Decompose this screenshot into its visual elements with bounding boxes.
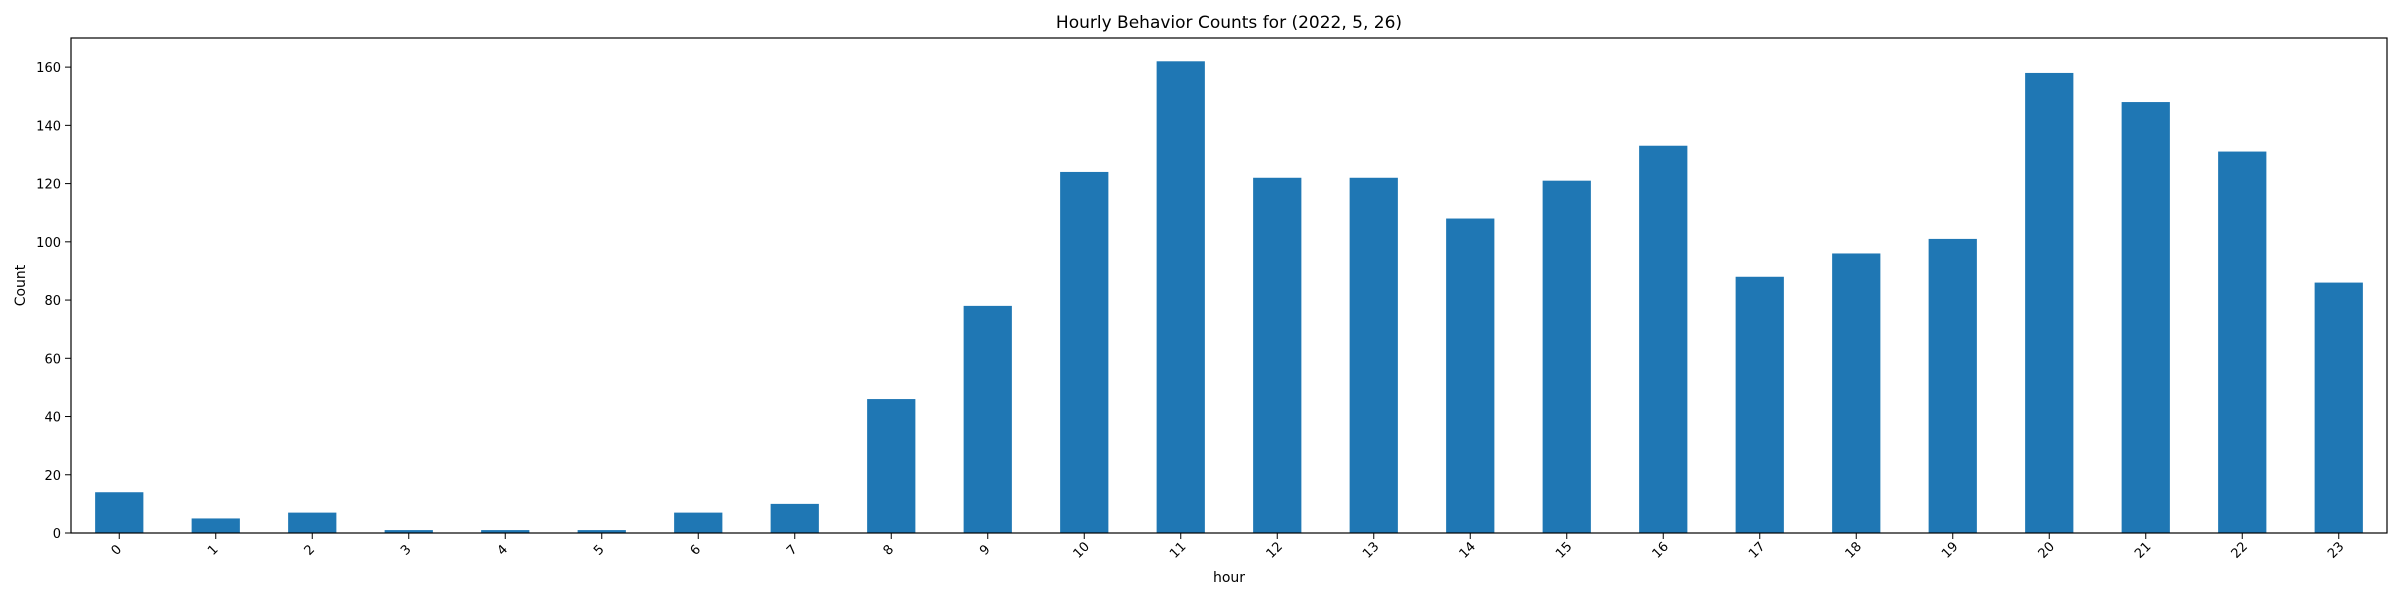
y-tick-label: 100: [36, 236, 61, 251]
x-tick-label: 6: [688, 542, 704, 558]
x-axis-label: hour: [1213, 570, 1245, 586]
bar-hour-11: [1156, 61, 1205, 533]
plot-frame: [70, 37, 2388, 534]
y-tick-label: 0: [53, 527, 61, 542]
bar-hour-20: [2025, 72, 2074, 534]
bar-hour-9: [963, 305, 1012, 533]
bar-hour-10: [1060, 171, 1109, 534]
x-tick-label: 13: [1360, 539, 1382, 561]
bar-hour-14: [1446, 218, 1495, 533]
x-tick-label: 17: [1746, 539, 1768, 561]
bar-hour-16: [1639, 145, 1688, 533]
x-tick-label: 22: [2229, 539, 2251, 561]
x-tick-label: 18: [1843, 539, 1865, 561]
bar-hour-22: [2218, 151, 2267, 533]
bar-hour-17: [1735, 276, 1784, 533]
bar-hour-0: [95, 492, 144, 533]
bar-hour-8: [867, 399, 916, 533]
bar-hour-12: [1253, 177, 1302, 533]
x-tick-label: 21: [2132, 539, 2154, 561]
x-tick-label: 2: [302, 542, 318, 558]
bar-hour-19: [1928, 238, 1977, 534]
bar-hour-6: [674, 512, 723, 533]
bar-hour-18: [1832, 253, 1881, 533]
y-axis: 0 20 40 60 80 100 120 140 160: [36, 61, 71, 542]
x-tick-label: 11: [1167, 539, 1189, 561]
y-tick-label: 140: [36, 119, 61, 134]
x-tick-label: 8: [881, 542, 897, 558]
x-tick-label: 20: [2036, 539, 2058, 561]
bars-group: [95, 61, 2363, 534]
bar-hour-1: [191, 518, 240, 533]
x-tick-label: 14: [1457, 539, 1479, 561]
bar-hour-13: [1349, 177, 1398, 533]
x-tick-label: 19: [1939, 539, 1961, 561]
y-tick-label: 120: [36, 178, 61, 193]
x-tick-label: 9: [977, 542, 993, 558]
y-axis-label: Count: [13, 264, 29, 306]
y-tick-label: 60: [44, 352, 61, 367]
bar-hour-4: [481, 530, 530, 533]
x-tick-label: 15: [1553, 539, 1575, 561]
bar-hour-7: [770, 503, 819, 533]
y-tick-label: 160: [36, 61, 61, 76]
bar-hour-2: [288, 512, 337, 533]
x-tick-label: 1: [205, 542, 221, 558]
x-tick-label: 23: [2325, 539, 2347, 561]
x-tick-label: 5: [591, 542, 607, 558]
x-tick-label: 4: [495, 542, 511, 558]
bar-hour-3: [384, 530, 433, 533]
x-tick-label: 16: [1650, 539, 1672, 561]
chart-title: Hourly Behavior Counts for (2022, 5, 26): [1056, 13, 1402, 33]
x-tick-label: 3: [398, 542, 414, 558]
x-axis: 0 1 2 3 4 5 6 7 8 9 10 11 12 13 14 15 16 17 18 19 20 21 22 23: [109, 533, 2347, 562]
x-tick-label: 0: [109, 542, 125, 558]
bar-hour-21: [2121, 102, 2170, 533]
y-tick-label: 20: [44, 469, 61, 484]
bar-hour-15: [1542, 180, 1591, 534]
x-tick-label: 7: [784, 542, 800, 558]
x-tick-label: 10: [1071, 539, 1093, 561]
y-tick-label: 80: [44, 294, 61, 309]
bar-hour-5: [577, 530, 626, 533]
x-tick-label: 12: [1264, 539, 1286, 561]
y-tick-label: 40: [44, 411, 61, 426]
bar-hour-23: [2314, 282, 2363, 533]
